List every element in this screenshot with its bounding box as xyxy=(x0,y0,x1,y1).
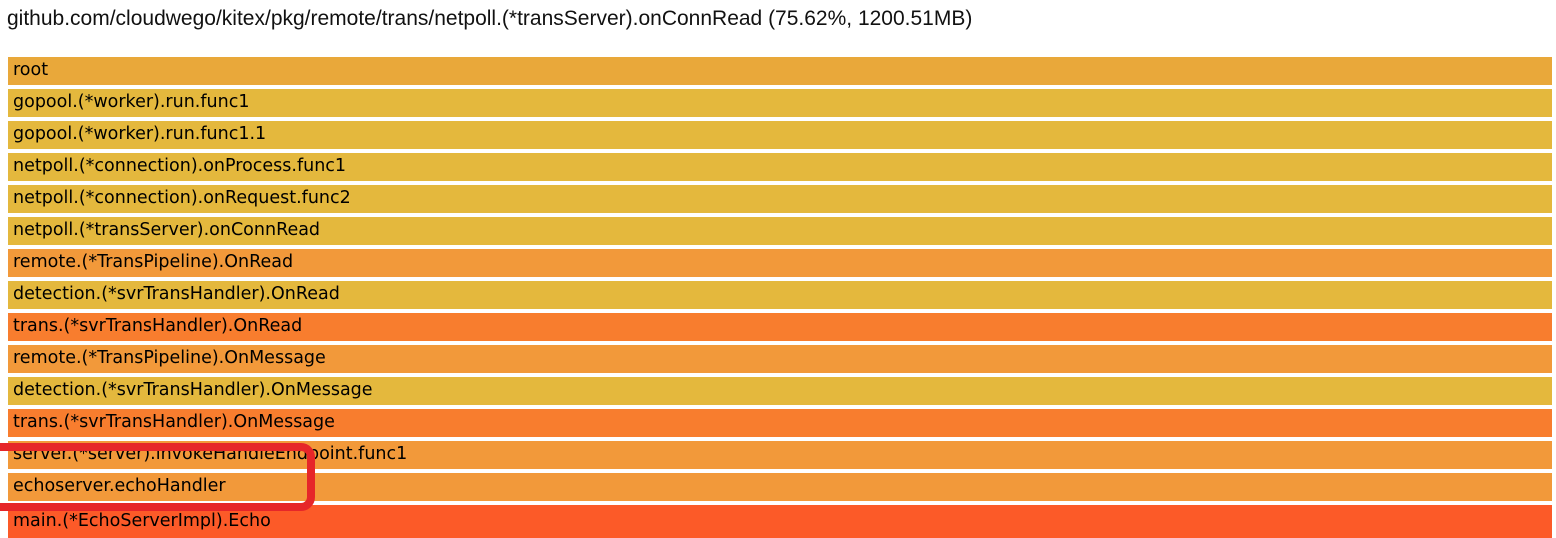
flame-frame-13[interactable]: echoserver.echoHandler xyxy=(8,473,1552,501)
frame-label: server.(*server).invokeHandleEndpoint.fu… xyxy=(13,444,408,464)
frame-label: netpoll.(*connection).onProcess.func1 xyxy=(13,156,347,176)
frame-label: gopool.(*worker).run.func1.1 xyxy=(13,124,267,144)
frame-label: remote.(*TransPipeline).OnMessage xyxy=(13,348,326,368)
flame-frame-2[interactable]: gopool.(*worker).run.func1.1 xyxy=(8,121,1552,149)
frame-label: main.(*EchoServerImpl).Echo xyxy=(13,510,271,531)
frame-label: trans.(*svrTransHandler).OnRead xyxy=(13,316,303,336)
flame-frame-11[interactable]: trans.(*svrTransHandler).OnMessage xyxy=(8,409,1552,437)
frame-label: root xyxy=(13,60,49,80)
flame-frame-6[interactable]: remote.(*TransPipeline).OnRead xyxy=(8,249,1552,277)
flamegraph: root gopool.(*worker).run.func1 gopool.(*w… xyxy=(8,57,1552,538)
flame-frame-4[interactable]: netpoll.(*connection).onRequest.func2 xyxy=(8,185,1552,213)
flame-frame-3[interactable]: netpoll.(*connection).onProcess.func1 xyxy=(8,153,1552,181)
frame-label: trans.(*svrTransHandler).OnMessage xyxy=(13,412,335,432)
flame-frame-8[interactable]: trans.(*svrTransHandler).OnRead xyxy=(8,313,1552,341)
flame-frame-9[interactable]: remote.(*TransPipeline).OnMessage xyxy=(8,345,1552,373)
frame-label: remote.(*TransPipeline).OnRead xyxy=(13,252,294,272)
frame-label: gopool.(*worker).run.func1 xyxy=(13,92,250,112)
frame-label: detection.(*svrTransHandler).OnMessage xyxy=(13,380,373,400)
flame-frame-12[interactable]: server.(*server).invokeHandleEndpoint.fu… xyxy=(8,441,1552,469)
flame-frame-7[interactable]: detection.(*svrTransHandler).OnRead xyxy=(8,281,1552,309)
flame-frame-14[interactable]: main.(*EchoServerImpl).Echo xyxy=(8,505,1552,538)
flame-frame-10[interactable]: detection.(*svrTransHandler).OnMessage xyxy=(8,377,1552,405)
frame-label: detection.(*svrTransHandler).OnRead xyxy=(13,284,340,304)
frame-label: echoserver.echoHandler xyxy=(13,476,226,496)
frame-label: netpoll.(*connection).onRequest.func2 xyxy=(13,188,351,208)
flame-frame-0[interactable]: root xyxy=(8,57,1552,85)
flame-frame-1[interactable]: gopool.(*worker).run.func1 xyxy=(8,89,1552,117)
flame-frame-5[interactable]: netpoll.(*transServer).onConnRead xyxy=(8,217,1552,245)
flamegraph-title: github.com/cloudwego/kitex/pkg/remote/tr… xyxy=(7,7,973,30)
frame-label: netpoll.(*transServer).onConnRead xyxy=(13,220,321,240)
